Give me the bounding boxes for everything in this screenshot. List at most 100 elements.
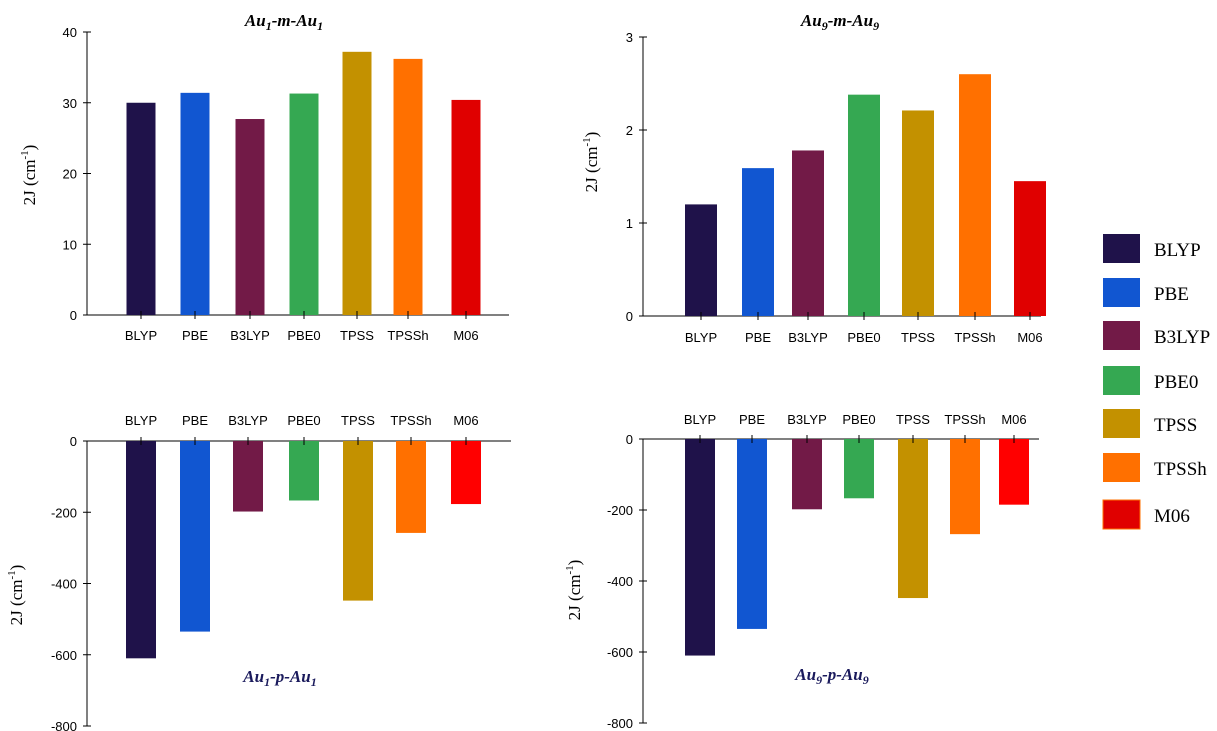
- category-label: PBE: [182, 328, 208, 343]
- y-tick-label: 10: [63, 237, 77, 252]
- y-axis-label: 2J (cm-1): [564, 560, 584, 621]
- y-tick-label: -600: [607, 645, 633, 660]
- category-label: BLYP: [684, 412, 716, 427]
- category-label: M06: [1017, 330, 1042, 345]
- title-mid: -p-: [822, 665, 842, 684]
- bar-m06: [999, 439, 1029, 505]
- ylabel-close: ): [7, 565, 26, 571]
- bar-pbe: [742, 168, 774, 316]
- y-tick-label: 1: [626, 216, 633, 231]
- chart-title: Au9-p-Au9: [794, 665, 868, 687]
- category-label: B3LYP: [228, 413, 268, 428]
- category-label: B3LYP: [788, 330, 828, 345]
- y-tick-label: 0: [70, 434, 77, 449]
- category-label: TPSSh: [390, 413, 431, 428]
- category-label: BLYP: [685, 330, 717, 345]
- title-base2: Au: [851, 11, 873, 30]
- chart-title: Au1-p-Au1: [242, 667, 316, 689]
- y-axis-label: 2J (cm-1): [19, 145, 39, 206]
- bar-pbe0: [289, 93, 319, 316]
- y-axis-label: 2J (cm-1): [6, 565, 26, 626]
- legend-swatch-tpss: [1103, 409, 1140, 438]
- y-tick-label: 3: [626, 30, 633, 45]
- y-tick-label: -200: [51, 505, 77, 520]
- title-sub2: 1: [317, 19, 323, 33]
- category-label: TPSSh: [387, 328, 428, 343]
- bar-m06: [1014, 181, 1046, 316]
- bar-blyp: [126, 441, 156, 659]
- legend-swatch-pbe: [1103, 278, 1140, 307]
- category-label: PBE0: [842, 412, 875, 427]
- title-base1: Au: [242, 667, 264, 686]
- category-label: TPSS: [901, 330, 935, 345]
- bar-tpss: [342, 51, 372, 316]
- category-label: TPSS: [340, 328, 374, 343]
- ylabel-close: ): [565, 560, 584, 566]
- category-label: TPSS: [341, 413, 375, 428]
- category-label: B3LYP: [787, 412, 827, 427]
- chart-title: Au9-m-Au9: [800, 11, 879, 33]
- ylabel-sup: -1: [19, 150, 31, 159]
- y-tick-label: -200: [607, 503, 633, 518]
- bar-tpssh: [959, 74, 991, 316]
- bar-tpssh: [950, 439, 980, 535]
- chart-title: Au1-m-Au1: [244, 11, 323, 33]
- bar-b3lyp: [792, 439, 822, 510]
- chart-3: 0 -200 -400 -600 -800 BLYP PBE B3LYP PBE0 TPSS TPS…: [6, 413, 511, 731]
- y-tick-label: 40: [63, 25, 77, 40]
- y-tick-label: -600: [51, 648, 77, 663]
- legend-swatch-blyp: [1103, 234, 1140, 263]
- ylabel-text: 2J (cm: [20, 160, 39, 206]
- legend-label-pbe: PBE: [1154, 284, 1189, 305]
- y-axis-label: 2J (cm-1): [581, 132, 601, 193]
- bar-blyp: [685, 204, 717, 316]
- y-tick-label: -400: [51, 577, 77, 592]
- ylabel-text: 2J (cm: [7, 580, 26, 626]
- y-tick-label: 0: [70, 308, 77, 323]
- category-label: TPSSh: [954, 330, 995, 345]
- legend-swatch-tpssh: [1103, 453, 1140, 482]
- legend-swatch-b3lyp: [1103, 321, 1140, 350]
- bar-b3lyp: [235, 119, 265, 316]
- bar-m06: [451, 441, 481, 505]
- legend-label-tpss: TPSS: [1154, 415, 1197, 436]
- category-label: M06: [453, 328, 478, 343]
- bar-pbe: [180, 92, 210, 315]
- title-mid: -m-: [272, 11, 297, 30]
- bar-tpss: [898, 439, 928, 599]
- bar-b3lyp: [792, 150, 824, 316]
- legend-label-blyp: BLYP: [1154, 240, 1201, 261]
- y-tick-label: 0: [626, 309, 633, 324]
- bar-pbe0: [289, 441, 319, 501]
- bar-pbe: [737, 439, 767, 629]
- bar-b3lyp: [233, 441, 263, 512]
- bar-blyp: [126, 102, 156, 315]
- category-label: BLYP: [125, 328, 157, 343]
- ylabel-sup: -1: [6, 570, 18, 579]
- y-tick-label: -400: [607, 574, 633, 589]
- y-tick-label: 20: [63, 167, 77, 182]
- legend-label-m06: M06: [1154, 506, 1190, 527]
- title-base1: Au: [794, 665, 816, 684]
- bar-tpss: [343, 441, 373, 601]
- category-label: M06: [453, 413, 478, 428]
- ylabel-text: 2J (cm: [565, 575, 584, 621]
- title-mid: -p-: [270, 667, 290, 686]
- category-label: PBE0: [287, 413, 320, 428]
- title-base2: Au: [295, 11, 317, 30]
- bar-tpss: [902, 110, 934, 316]
- category-label: TPSS: [896, 412, 930, 427]
- ylabel-sup: -1: [564, 565, 576, 574]
- y-tick-label: 2: [626, 123, 633, 138]
- bar-pbe: [180, 441, 210, 632]
- category-label: PBE0: [287, 328, 320, 343]
- category-label: PBE: [739, 412, 765, 427]
- title-base2: Au: [289, 667, 311, 686]
- category-label: BLYP: [125, 413, 157, 428]
- legend-swatch-m06: [1102, 499, 1141, 530]
- bar-m06: [451, 99, 481, 315]
- ylabel-sup: -1: [581, 137, 593, 146]
- legend-label-tpssh: TPSSh: [1154, 459, 1207, 480]
